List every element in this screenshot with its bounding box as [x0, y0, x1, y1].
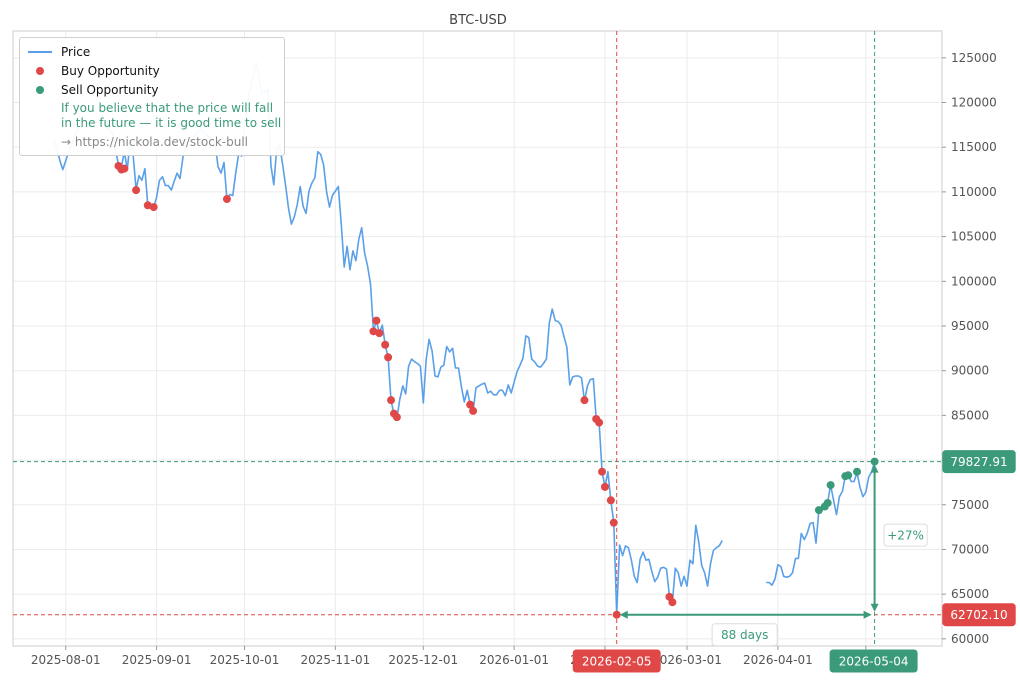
y-tick-label: 85000 [951, 408, 989, 422]
price-line [766, 461, 876, 587]
buy-point [375, 329, 384, 338]
buy-points [114, 161, 677, 619]
x-tick-label: 2025-09-01 [122, 653, 192, 667]
legend-note-line2: in the future — it is good time to sell [61, 116, 282, 130]
x-tick-label: 2025-10-01 [210, 653, 280, 667]
buy-point [387, 396, 396, 405]
y-tick-label: 120000 [951, 96, 997, 110]
x-tick-label: 2026-01-01 [479, 653, 549, 667]
legend-note: If you believe that the price will fall … [61, 101, 281, 131]
legend-buy-label: Buy Opportunity [61, 64, 160, 78]
legend-item-sell: Sell Opportunity [28, 82, 159, 98]
x-axis: 2025-08-01 2025-09-01 2025-10-01 2025-11-01… [31, 646, 901, 667]
y-tick-label: 60000 [951, 632, 989, 646]
y-tick-label: 75000 [951, 498, 989, 512]
legend: Price Buy Opportunity Sell Opportunity I… [19, 37, 285, 156]
buy-point [384, 353, 393, 362]
legend-sell-label: Sell Opportunity [61, 83, 159, 97]
y-tick-label: 95000 [951, 319, 989, 333]
legend-item-price: Price [28, 44, 90, 60]
x-tick-label: 2026-03-01 [652, 653, 722, 667]
gain-arrowhead-up [870, 464, 879, 473]
duration-arrowhead-left [619, 610, 628, 619]
legend-item-buy: Buy Opportunity [28, 63, 160, 79]
buy-point [469, 406, 478, 415]
sell-point [853, 467, 862, 476]
gain-label-box [883, 523, 928, 547]
legend-note-line1: If you believe that the price will fall [61, 101, 274, 115]
buy-point [598, 467, 607, 476]
price-line-swatch [28, 51, 52, 53]
buy-point [132, 186, 141, 195]
chart-title: BTC-USD [449, 13, 507, 28]
buy-dot-swatch [36, 67, 44, 75]
buy-price-label: 62702.10 [950, 608, 1007, 622]
buy-point [120, 164, 129, 173]
sell-dot-swatch [36, 86, 44, 94]
sell-point [823, 498, 832, 507]
sell-price-label-box [942, 450, 1016, 474]
buy-point [381, 340, 390, 349]
sell-point [870, 457, 879, 466]
buy-point [595, 418, 604, 427]
sell-date-label-box [829, 649, 918, 673]
sell-points [814, 457, 879, 515]
buy-point [609, 518, 618, 527]
buy-point [392, 413, 401, 422]
y-tick-label: 125000 [951, 51, 997, 65]
x-tick-label: 2025-11-01 [300, 653, 370, 667]
buy-point [466, 400, 475, 409]
buy-date-label-box [572, 649, 661, 673]
sell-price-label: 79827.91 [950, 455, 1007, 469]
y-tick-label: 110000 [951, 185, 997, 199]
gain-arrowhead-down [870, 603, 879, 612]
gain-label: +27% [887, 528, 924, 542]
legend-link[interactable]: → https://nickola.dev/stock-bull [61, 135, 248, 149]
days-label-box [711, 623, 778, 647]
buy-point [606, 496, 615, 505]
y-tick-label: 100000 [951, 274, 997, 288]
buy-point [580, 396, 589, 405]
x-tick-label: 2026-04-01 [743, 653, 813, 667]
days-label: 88 days [721, 628, 768, 642]
buy-price-label-box [942, 603, 1016, 627]
sell-point [844, 471, 853, 480]
x-tick-label: 2025-08-01 [31, 653, 101, 667]
y-tick-label: 115000 [951, 140, 997, 154]
sell-point [826, 481, 835, 490]
y-axis: 6000065000700007500080000850009000095000… [942, 51, 997, 646]
buy-point [668, 598, 677, 607]
buy-point [600, 482, 609, 491]
buy-date-label: 2026-02-05 [582, 654, 652, 668]
y-tick-label: 105000 [951, 230, 997, 244]
x-tick-label: 2025-12-01 [388, 653, 458, 667]
buy-point [612, 610, 621, 619]
buy-point [149, 203, 158, 212]
plot-frame [12, 30, 943, 647]
buy-point [222, 195, 231, 204]
y-tick-label: 65000 [951, 587, 989, 601]
buy-point [372, 316, 381, 325]
y-tick-label: 90000 [951, 364, 989, 378]
duration-arrowhead-right [863, 610, 872, 619]
sell-date-label: 2026-05-04 [839, 654, 909, 668]
y-tick-label: 70000 [951, 542, 989, 556]
sell-point [814, 506, 823, 515]
legend-price-label: Price [61, 45, 91, 59]
